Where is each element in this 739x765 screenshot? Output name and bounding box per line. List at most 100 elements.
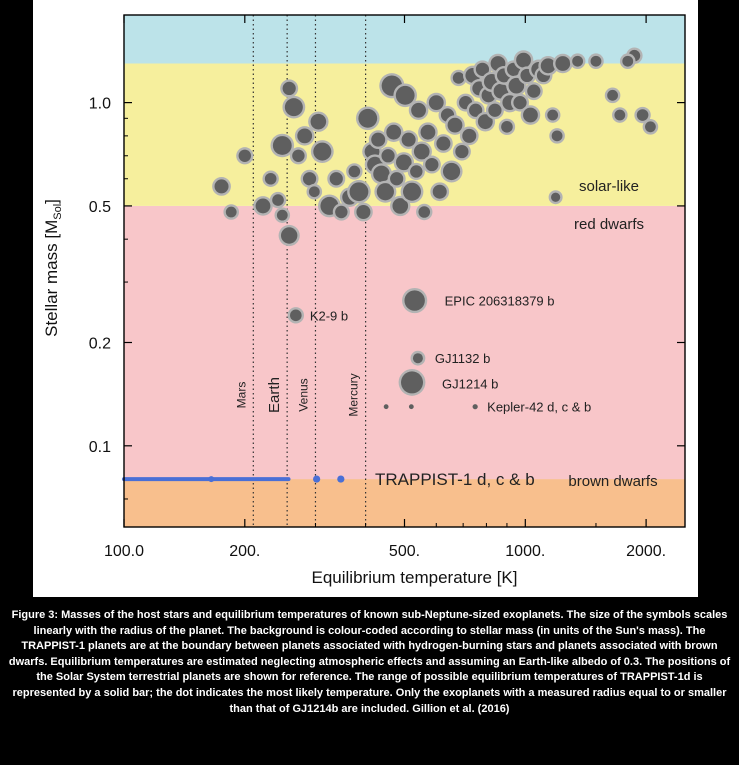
trappist-point [208, 476, 215, 483]
planet-point [420, 124, 436, 140]
planet-point [297, 128, 313, 144]
planet-point [523, 107, 538, 123]
solar-system-references: Mars Earth Venus Mercury [234, 15, 367, 527]
planet-point [404, 290, 425, 311]
planet-label: GJ1132 b [435, 351, 490, 366]
axis-ticks: 100.0 200. 500. 1000. 2000. 0.1 0.2 0.5 1.0 [89, 15, 685, 560]
planet-point [551, 192, 561, 202]
planet-point [516, 52, 531, 68]
planet-point [488, 103, 502, 117]
planet-point [376, 183, 394, 201]
planet-point [358, 108, 378, 128]
y-axis-label: Stellar mass [MSol] [42, 199, 64, 337]
planet-point [381, 149, 395, 163]
planet-point [329, 172, 343, 186]
planet-point [386, 124, 402, 140]
planet-point [412, 353, 423, 364]
solar-label: Mars [234, 382, 248, 409]
planet-point [401, 132, 416, 147]
planet-point [349, 182, 369, 202]
planet-points [212, 47, 659, 410]
planet-point [547, 109, 559, 121]
x-axis-label: Equilibrium temperature [K] [312, 568, 518, 587]
solar-label: Earth [266, 377, 283, 413]
planet-point [425, 157, 439, 172]
planet-point [513, 96, 527, 110]
planet-point [348, 165, 361, 178]
planet-point [272, 136, 292, 155]
planet-point [302, 172, 317, 186]
planet-point [636, 109, 649, 121]
x-tick-label: 2000. [626, 543, 666, 560]
trappist-point [337, 475, 345, 483]
planet-point [410, 165, 423, 178]
planet-point [383, 404, 389, 410]
planet-point [392, 198, 409, 214]
y-tick-label: 0.5 [89, 199, 111, 216]
planet-point [395, 85, 415, 105]
planet-point [555, 56, 571, 71]
planet-point [371, 132, 386, 147]
planet-point [290, 309, 302, 322]
planet-point [442, 162, 461, 181]
planet-point [508, 77, 525, 94]
planet-point [264, 172, 277, 185]
planet-point [408, 404, 414, 410]
planet-point [477, 114, 493, 130]
planet-point [413, 143, 430, 160]
planet-label: Kepler-42 d, c & b [487, 400, 591, 415]
planet-point [282, 81, 296, 96]
planet-point [310, 113, 327, 130]
x-tick-label: 500. [389, 543, 420, 560]
planet-point [373, 165, 390, 183]
planet-point [455, 144, 469, 159]
trappist-label: TRAPPIST-1 d, c & b [375, 470, 535, 489]
planet-point [214, 179, 229, 194]
y-tick-label: 1.0 [89, 96, 111, 113]
y-tick-label: 0.1 [89, 439, 111, 456]
figure-panel: brown dwarfs red dwarfs solar-like Mars Ear… [33, 0, 698, 597]
planet-point [390, 172, 404, 186]
planet-point [356, 205, 371, 220]
planet-point [403, 182, 422, 201]
planet-point [469, 103, 483, 117]
planet-point [401, 371, 424, 394]
planet-point [590, 55, 602, 67]
planet-point [396, 154, 412, 171]
planet-point [280, 227, 298, 244]
planet-point [276, 209, 288, 221]
band-label: red dwarfs [574, 216, 644, 233]
band-1 [124, 205, 685, 480]
planet-point [527, 84, 541, 98]
planet-point [607, 89, 618, 101]
planet-labels: EPIC 206318379 b K2-9 b GJ1132 b GJ1214 b Ke… [287, 287, 591, 415]
planet-label: EPIC 206318379 b [445, 294, 555, 309]
planet-point [255, 198, 271, 214]
planet-point [411, 102, 426, 118]
planet-point [447, 117, 463, 133]
background-bands: brown dwarfs red dwarfs solar-like [124, 15, 685, 527]
x-tick-label: 100.0 [104, 543, 144, 560]
band-label: solar-like [579, 178, 639, 195]
planet-point [272, 194, 284, 206]
planet-point [452, 72, 465, 84]
planet-point [436, 136, 451, 151]
planet-point [335, 205, 348, 219]
planet-point [308, 186, 320, 198]
planet-point [462, 128, 477, 143]
solar-label: Mercury [347, 373, 361, 416]
x-tick-label: 1000. [505, 543, 545, 560]
solar-label: Venus [296, 378, 310, 411]
planet-point [475, 62, 490, 76]
planet-point [432, 184, 447, 199]
trappist-series: TRAPPIST-1 d, c & b [122, 470, 535, 489]
planet-point [284, 98, 303, 117]
planet-point [501, 121, 513, 133]
planet-point [645, 121, 656, 133]
x-tick-label: 200. [229, 543, 260, 560]
planet-point [428, 95, 444, 111]
planet-point [551, 130, 563, 142]
planet-point [313, 142, 332, 161]
planet-point [292, 149, 305, 162]
planet-point [418, 206, 431, 218]
